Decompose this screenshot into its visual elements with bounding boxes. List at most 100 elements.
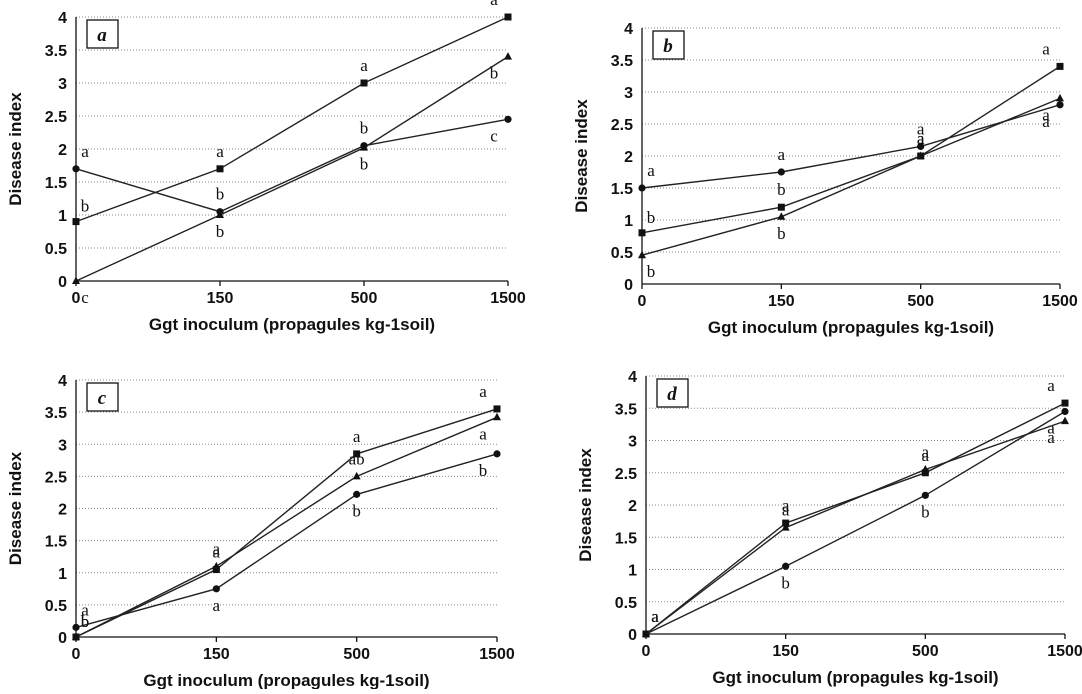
significance-letter: c	[81, 288, 89, 307]
y-tick-label: 2	[58, 142, 67, 159]
data-point-triangle	[638, 250, 646, 259]
significance-letter: b	[781, 573, 790, 592]
series-line-square	[75, 16, 509, 223]
data-point-triangle	[72, 276, 80, 284]
series-line-circle	[75, 453, 498, 629]
x-tick-label: 1500	[1047, 643, 1082, 660]
data-point-triangle	[212, 561, 221, 570]
y-tick-label: 0.5	[615, 595, 637, 612]
data-point-circle	[777, 168, 785, 176]
x-tick-label: 0	[72, 646, 81, 663]
significance-letter: b	[360, 155, 369, 174]
significance-letter: a	[778, 145, 786, 164]
y-tick-label: 1.5	[611, 181, 633, 198]
chart-panel-a: 0 0.5 1 1.5 2 2.5 3 3.5 4 0 150 500 1500 Ggt inoculum…	[6, 0, 526, 334]
series-line-triangle	[75, 416, 498, 638]
data-point-triangle	[216, 210, 224, 218]
y-tick-label: 1	[58, 208, 67, 225]
data-point-circle	[782, 562, 790, 570]
y-tick-label: 2	[628, 498, 637, 515]
significance-letter: a	[479, 382, 487, 401]
series-line-circle	[75, 118, 509, 213]
chart-panel-d: 0 0.5 1 1.5 2 2.5 3 3.5 4 0 150 500 1500 Ggt inoculum…	[576, 369, 1082, 687]
x-tick-label: 150	[768, 293, 795, 310]
series-line-circle	[641, 104, 1061, 189]
y-tick-label: 0.5	[45, 598, 67, 615]
data-point-circle	[917, 142, 925, 150]
series-line-triangle	[641, 97, 1061, 256]
significance-letter: a	[213, 543, 221, 562]
data-point-square	[216, 165, 224, 173]
significance-letter: a	[917, 129, 925, 148]
series-line-square	[75, 408, 498, 638]
significance-letter: a	[216, 142, 224, 161]
data-point-circle	[72, 165, 80, 173]
y-tick-label: 1	[628, 563, 637, 580]
y-tick-label: 0	[628, 627, 637, 644]
data-point-square	[921, 469, 929, 477]
panel-label-box	[652, 30, 685, 60]
x-tick-label: 150	[772, 643, 799, 660]
data-point-circle	[638, 184, 646, 192]
significance-letter: a	[353, 427, 361, 446]
y-tick-label: 3.5	[45, 43, 67, 60]
data-point-triangle	[352, 471, 361, 480]
data-point-circle	[212, 585, 220, 593]
significance-letter: b	[921, 502, 930, 521]
data-point-square	[360, 79, 368, 87]
x-tick-label: 500	[907, 293, 934, 310]
y-tick-label: 0	[58, 630, 67, 647]
significance-letter: a	[1042, 112, 1050, 131]
significance-letter: b	[647, 208, 656, 227]
data-point-circle	[493, 450, 501, 458]
significance-letter: a	[651, 607, 659, 626]
data-point-circle	[504, 115, 512, 123]
data-point-square	[782, 519, 790, 527]
significance-letter: b	[216, 185, 225, 204]
y-tick-label: 4	[624, 21, 633, 38]
data-point-square	[72, 218, 80, 226]
y-tick-label: 2.5	[45, 469, 67, 486]
y-tick-label: 3.5	[611, 53, 633, 70]
data-point-square	[638, 229, 646, 237]
y-tick-label: 0.5	[611, 245, 633, 262]
y-tick-label: 0	[624, 277, 633, 294]
x-axis-title: Ggt inoculum (propagules kg-1soil)	[708, 318, 994, 337]
x-tick-label: 1500	[1042, 293, 1078, 310]
series-line-triangle	[645, 420, 1066, 635]
data-point-triangle	[72, 632, 80, 640]
significance-letter: b	[777, 180, 786, 199]
data-point-circle	[353, 490, 361, 498]
y-tick-label: 3	[58, 76, 67, 93]
x-tick-label: 1500	[479, 646, 515, 663]
significance-letter: a	[360, 56, 368, 75]
significance-letter: c	[490, 126, 498, 145]
significance-letter: a	[782, 496, 790, 515]
x-axis-title: Ggt inoculum (propagules kg-1soil)	[149, 315, 435, 334]
significance-letter: a	[922, 446, 930, 465]
significance-letter: a	[651, 607, 659, 626]
x-tick-label: 500	[343, 646, 370, 663]
significance-letter: a	[479, 424, 487, 443]
y-tick-label: 2	[624, 149, 633, 166]
significance-letter: a	[81, 142, 89, 161]
data-point-square	[212, 566, 220, 574]
data-point-triangle	[642, 629, 650, 637]
data-point-square	[1061, 399, 1069, 407]
significance-letter: ab	[349, 449, 365, 468]
significance-letter: a	[490, 0, 498, 9]
x-tick-label: 0	[642, 643, 651, 660]
y-tick-label: 3	[58, 437, 67, 454]
x-tick-label: 500	[351, 290, 378, 307]
chart-panel-b: 0 0.5 1 1.5 2 2.5 3 3.5 4 0 150 500 1500 Ggt inoculum…	[572, 21, 1078, 337]
panel-label-box	[656, 378, 689, 408]
data-point-triangle	[493, 412, 501, 421]
x-tick-label: 500	[912, 643, 939, 660]
data-point-square	[493, 405, 501, 413]
data-point-triangle	[1056, 93, 1064, 102]
panel-label-box	[86, 19, 119, 49]
significance-letter: a	[1042, 39, 1050, 58]
significance-letter: a	[917, 119, 925, 138]
panel-label-box	[86, 382, 119, 412]
